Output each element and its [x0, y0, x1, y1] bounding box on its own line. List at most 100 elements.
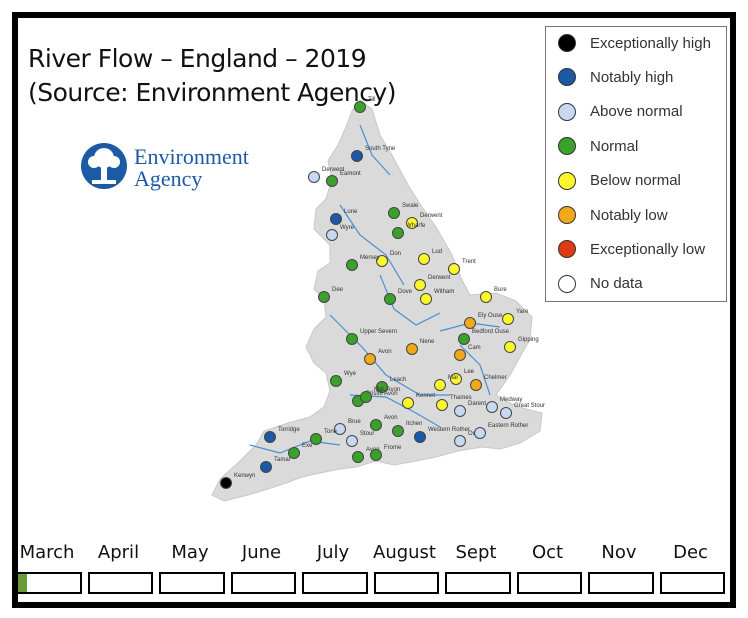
station-label: Till	[368, 97, 375, 103]
station-marker	[220, 477, 232, 489]
station-marker	[388, 207, 400, 219]
station-label: Wye	[344, 371, 357, 377]
station-label: Cam	[468, 345, 481, 351]
station-label: Wyre	[340, 225, 355, 231]
station-marker	[418, 253, 430, 265]
legend-label: Below normal	[590, 172, 681, 190]
legend-label: Exceptionally low	[590, 240, 706, 258]
station-marker	[480, 291, 492, 303]
station-marker	[500, 407, 512, 419]
station-label: Thames	[450, 395, 472, 401]
station-label: Frome	[384, 445, 402, 451]
station-marker	[392, 227, 404, 239]
station-marker	[376, 255, 388, 267]
station-marker	[364, 353, 376, 365]
station-marker	[318, 291, 330, 303]
station-marker	[288, 447, 300, 459]
legend-item: Above normal	[558, 101, 683, 123]
station-marker	[406, 217, 418, 229]
legend-item: No data	[558, 273, 643, 295]
station-label: Mal. Avon	[374, 387, 400, 393]
station-label: Gipping	[518, 337, 539, 343]
station-label: Upper Severn	[360, 329, 397, 335]
station-marker	[346, 333, 358, 345]
station-marker	[470, 379, 482, 391]
station-marker	[502, 313, 514, 325]
legend-item: Exceptionally high	[558, 32, 711, 54]
station-marker	[406, 343, 418, 355]
station-marker	[402, 397, 414, 409]
month-label: Dec	[673, 542, 708, 563]
legend: Exceptionally high Notably high Above norm…	[545, 26, 727, 302]
station-label: Derwent	[428, 275, 451, 281]
station-marker	[310, 433, 322, 445]
station-marker	[352, 451, 364, 463]
month-label: May	[171, 542, 209, 563]
station-marker	[384, 293, 396, 305]
station-marker	[330, 375, 342, 387]
england-map: Till South Tyne Derwent Eamont Lune Wyre Swale…	[211, 97, 545, 502]
station-label: Derwent	[420, 213, 443, 219]
legend-item: Notably low	[558, 204, 668, 226]
station-marker	[414, 279, 426, 291]
title-line-1: River Flow – England – 2019	[28, 44, 367, 73]
station-label: Bure	[494, 287, 507, 293]
month-label: March	[19, 542, 75, 563]
legend-label: Notably high	[590, 68, 674, 86]
month-label: Sept	[455, 542, 497, 563]
legend-swatch	[558, 68, 576, 87]
station-marker	[504, 341, 516, 353]
station-label: Swale	[402, 203, 419, 209]
month-cell	[588, 572, 654, 594]
month-cell	[373, 572, 439, 594]
legend-swatch	[558, 34, 576, 52]
england-landmass	[211, 99, 543, 502]
station-label: South Tyne	[365, 146, 396, 152]
station-label: Yare	[516, 309, 529, 315]
station-marker	[448, 263, 460, 275]
logo-text-line-1: Environment	[134, 144, 249, 169]
legend-item: Below normal	[558, 170, 681, 192]
station-marker	[351, 150, 363, 162]
station-label: Tamar	[274, 457, 291, 463]
station-marker	[346, 259, 358, 271]
logo-text-line-2: Agency	[134, 166, 203, 191]
station-label: Ely Ouse	[478, 313, 503, 319]
logo-wordmark: Environment Agency	[134, 146, 249, 190]
station-marker	[264, 431, 276, 443]
station-label: Eamont	[340, 171, 361, 177]
station-label: Trent	[462, 259, 476, 265]
station-marker	[450, 373, 462, 385]
legend-swatch	[558, 240, 576, 259]
month-label: April	[97, 542, 140, 563]
station-marker	[308, 171, 320, 183]
station-marker	[436, 399, 448, 411]
legend-label: No data	[590, 275, 643, 293]
station-label: Dove	[398, 289, 413, 295]
station-label: Lune	[344, 209, 358, 215]
station-marker	[360, 391, 372, 403]
station-label: Exe	[302, 443, 313, 449]
station-label: Witham	[434, 289, 454, 295]
legend-item: Exceptionally low	[558, 238, 705, 260]
station-marker	[434, 379, 446, 391]
station-label: Bedford Ouse	[472, 329, 510, 335]
legend-swatch	[558, 102, 576, 121]
station-label: Kenwyn	[234, 473, 255, 479]
station-marker	[346, 435, 358, 447]
station-marker	[464, 317, 476, 329]
station-label: Lee	[464, 369, 475, 375]
month-label: August	[373, 542, 436, 563]
legend-swatch	[558, 171, 576, 190]
station-label: Wharfe	[406, 223, 426, 229]
station-label: Chelmer	[484, 375, 507, 381]
month-progress-fill	[18, 574, 28, 592]
station-marker	[454, 435, 466, 447]
station-label: Lud	[432, 249, 442, 255]
legend-swatch	[558, 206, 576, 224]
station-label: Medway	[500, 397, 522, 403]
station-marker	[326, 175, 338, 187]
legend-label: Notably low	[590, 206, 668, 224]
station-label: Dee	[332, 287, 344, 293]
month-cell	[16, 572, 82, 594]
